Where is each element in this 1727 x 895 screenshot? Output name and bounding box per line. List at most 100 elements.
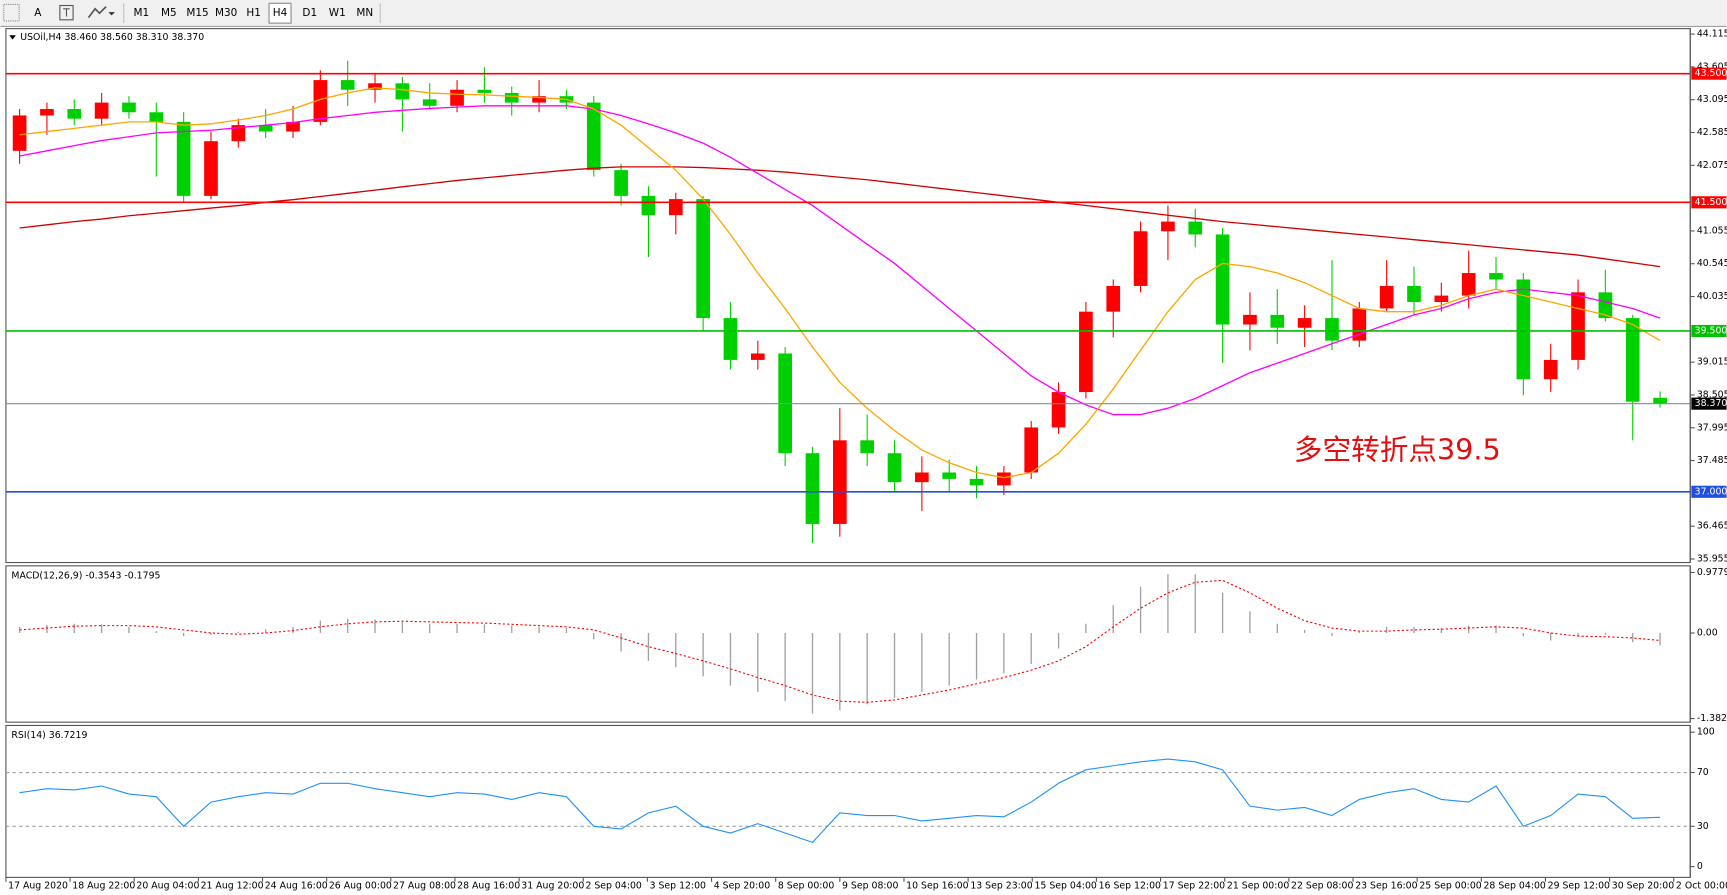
candle-body bbox=[832, 440, 847, 524]
candle-body bbox=[1079, 311, 1093, 393]
label-tool[interactable] bbox=[59, 4, 74, 21]
y-tick-label: 35.955 bbox=[1697, 554, 1727, 565]
timeframe-button[interactable]: M30 bbox=[215, 7, 237, 19]
time-label: 4 Sep 20:00 bbox=[714, 881, 770, 892]
candle-body bbox=[1024, 427, 1039, 473]
candle-body bbox=[1625, 318, 1640, 402]
level-label: 37.000 bbox=[1695, 486, 1727, 497]
time-label: 18 Aug 22:00 bbox=[72, 881, 135, 892]
y-tick-label: 43.095 bbox=[1697, 94, 1727, 105]
level-label-bg bbox=[1691, 67, 1727, 80]
candle-body bbox=[1106, 285, 1121, 312]
candle-body bbox=[641, 195, 656, 216]
selected-timeframe bbox=[268, 2, 292, 24]
candle-body bbox=[1461, 273, 1476, 296]
indicator-title: MACD(12,26,9) -0.3543 -0.1795 bbox=[11, 570, 160, 581]
candle-body bbox=[1051, 392, 1066, 428]
time-label: 8 Sep 00:00 bbox=[778, 881, 834, 892]
timeframe-button[interactable]: MN bbox=[356, 7, 373, 19]
candle-body bbox=[750, 353, 765, 360]
annotation: 多空转折点39.5 bbox=[1294, 432, 1501, 466]
timeframe-button[interactable]: M15 bbox=[186, 7, 208, 19]
candle-body bbox=[997, 472, 1011, 486]
y-tick-label: 40.545 bbox=[1697, 258, 1727, 269]
time-label: 23 Sep 16:00 bbox=[1355, 881, 1417, 892]
time-label: 26 Aug 00:00 bbox=[329, 881, 392, 892]
candle-body bbox=[1516, 279, 1531, 380]
time-label: 20 Aug 04:00 bbox=[136, 881, 199, 892]
level-label: 41.500 bbox=[1695, 197, 1727, 208]
timeframe-button[interactable]: M5 bbox=[161, 7, 177, 19]
candle-body bbox=[1407, 285, 1421, 303]
candle-body bbox=[477, 89, 492, 93]
time-label: 10 Sep 16:00 bbox=[906, 881, 968, 892]
chart-title: USOil,H4 38.460 38.560 38.310 38.370 bbox=[20, 32, 204, 43]
y-tick-label: 42.075 bbox=[1697, 160, 1727, 171]
panel-plot bbox=[5, 60, 1691, 544]
time-label: 15 Sep 04:00 bbox=[1034, 881, 1096, 892]
timeframe-button[interactable]: D1 bbox=[302, 7, 317, 19]
time-label: 30 Sep 20:00 bbox=[1612, 881, 1674, 892]
level-label-bg bbox=[1691, 324, 1727, 338]
time-label: 13 Sep 23:00 bbox=[970, 881, 1032, 892]
panel-plot bbox=[5, 758, 1691, 844]
y-tick-label: 38.505 bbox=[1697, 389, 1727, 400]
y-tick-label: 0.00 bbox=[1697, 628, 1718, 639]
candle-body bbox=[1188, 221, 1203, 235]
candle-body bbox=[204, 141, 218, 196]
moving-average bbox=[19, 166, 1661, 268]
candle-body bbox=[969, 478, 984, 486]
level-label-bg bbox=[1691, 397, 1727, 410]
y-tick-label: 41.055 bbox=[1697, 225, 1727, 236]
candle-body bbox=[368, 83, 382, 90]
candle-body bbox=[450, 89, 464, 106]
candle-body bbox=[1379, 285, 1394, 309]
candle-body bbox=[942, 472, 957, 479]
candle-body bbox=[1270, 314, 1285, 328]
candle-body bbox=[1297, 318, 1312, 328]
y-tick-label: 37.485 bbox=[1697, 455, 1727, 466]
y-tick-label: 70 bbox=[1697, 767, 1709, 778]
shapes-tool[interactable] bbox=[87, 6, 107, 19]
time-label: 16 Sep 12:00 bbox=[1099, 881, 1161, 892]
candle-body bbox=[915, 472, 929, 483]
y-tick-label: 30 bbox=[1697, 821, 1709, 832]
candle-body bbox=[422, 99, 437, 106]
time-label: 2 Sep 04:00 bbox=[585, 881, 641, 892]
y-tick-label: 39.015 bbox=[1697, 357, 1727, 368]
time-label: 2 Oct 00:00 bbox=[1676, 881, 1727, 892]
level-label: 39.500 bbox=[1695, 325, 1727, 336]
time-label: 3 Sep 12:00 bbox=[650, 881, 706, 892]
time-label: 21 Aug 12:00 bbox=[201, 881, 264, 892]
candle-body bbox=[696, 199, 710, 319]
y-tick-label: 44.115 bbox=[1697, 29, 1727, 40]
level-label: 43.500 bbox=[1695, 68, 1727, 79]
dropdown-arrow[interactable] bbox=[108, 12, 115, 16]
panel-frame bbox=[5, 724, 1691, 878]
y-tick-label: 43.605 bbox=[1697, 61, 1727, 72]
candle-body bbox=[12, 115, 27, 151]
menu-arrow bbox=[9, 35, 16, 40]
y-tick-label: -1.382 bbox=[1697, 713, 1727, 724]
timeframe-button[interactable]: M1 bbox=[134, 7, 150, 19]
timeframe-button[interactable]: H1 bbox=[246, 7, 261, 19]
timeframe-button[interactable]: W1 bbox=[329, 7, 346, 19]
candle-body bbox=[1434, 295, 1449, 303]
candle-body bbox=[258, 125, 273, 132]
y-tick-label: 37.995 bbox=[1697, 422, 1727, 433]
time-label: 27 Aug 08:00 bbox=[393, 881, 456, 892]
timeframe-button[interactable]: H4 bbox=[273, 7, 288, 19]
time-label: 28 Sep 04:00 bbox=[1483, 881, 1545, 892]
candle-body bbox=[586, 102, 601, 171]
candle-body bbox=[94, 102, 109, 119]
candle-body bbox=[67, 109, 82, 119]
candle-body bbox=[149, 112, 164, 122]
time-label: 22 Sep 08:00 bbox=[1291, 881, 1353, 892]
time-label: 25 Sep 00:00 bbox=[1419, 881, 1481, 892]
candle-body bbox=[1571, 292, 1585, 360]
crosshair-icon[interactable] bbox=[3, 3, 20, 22]
toolbar: A M1 M5 M15 M30 H1 H4 D1 W1 MN bbox=[0, 0, 1727, 27]
y-tick-label: 0.9779 bbox=[1697, 567, 1727, 578]
text-tool[interactable]: A bbox=[34, 7, 42, 19]
candle-body bbox=[1243, 314, 1257, 325]
